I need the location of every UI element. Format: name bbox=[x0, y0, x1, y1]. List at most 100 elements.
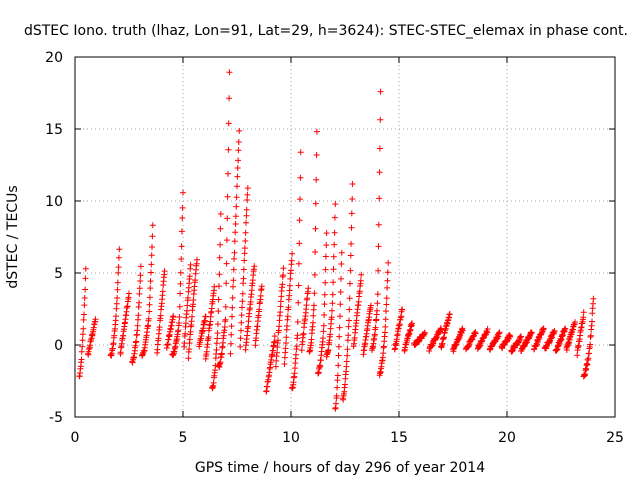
data-point bbox=[136, 299, 143, 306]
data-point bbox=[330, 279, 337, 286]
data-point bbox=[374, 307, 380, 314]
data-point bbox=[80, 325, 87, 332]
data-point bbox=[377, 88, 384, 95]
data-point bbox=[335, 343, 342, 350]
data-point bbox=[280, 265, 287, 272]
data-point bbox=[178, 228, 185, 235]
data-point bbox=[383, 308, 389, 315]
data-point bbox=[258, 283, 265, 290]
data-point bbox=[81, 311, 87, 318]
data-point bbox=[374, 300, 381, 307]
data-point bbox=[332, 201, 339, 208]
data-point bbox=[136, 290, 143, 297]
data-point bbox=[182, 320, 189, 327]
data-point bbox=[244, 191, 251, 198]
data-point bbox=[272, 363, 279, 370]
data-point bbox=[282, 345, 289, 352]
data-point bbox=[242, 229, 249, 236]
data-point bbox=[82, 286, 89, 293]
y-tick-label: 10 bbox=[45, 194, 63, 210]
data-point bbox=[337, 289, 344, 295]
data-point bbox=[383, 301, 390, 308]
data-point bbox=[205, 334, 212, 340]
data-point bbox=[372, 324, 379, 331]
data-point bbox=[295, 260, 302, 267]
data-point bbox=[229, 313, 235, 320]
data-point bbox=[289, 250, 296, 257]
data-point bbox=[187, 328, 194, 335]
data-point bbox=[133, 338, 140, 345]
data-point bbox=[295, 282, 302, 289]
data-point bbox=[284, 313, 291, 320]
data-point bbox=[276, 323, 283, 330]
data-point bbox=[233, 203, 240, 210]
data-point bbox=[376, 145, 383, 152]
data-point bbox=[217, 241, 224, 248]
data-point bbox=[321, 291, 328, 298]
data-point bbox=[214, 321, 221, 328]
data-point bbox=[243, 206, 250, 213]
data-point bbox=[283, 334, 290, 341]
data-point bbox=[374, 291, 381, 298]
data-point bbox=[254, 323, 261, 330]
data-point bbox=[239, 290, 246, 297]
data-point bbox=[336, 324, 343, 331]
data-point bbox=[149, 233, 156, 240]
data-point bbox=[190, 297, 197, 303]
data-point bbox=[337, 313, 343, 320]
axis-ticks: 0 5 10 15 20 25 -5 0 5 10 15 20 bbox=[45, 50, 624, 446]
data-point bbox=[310, 319, 316, 326]
data-point bbox=[310, 312, 317, 319]
data-point bbox=[236, 127, 243, 134]
data-point bbox=[241, 257, 248, 264]
data-point bbox=[192, 277, 199, 284]
data-point bbox=[327, 331, 334, 338]
data-point bbox=[218, 350, 225, 357]
data-point bbox=[275, 337, 281, 344]
data-point bbox=[224, 215, 231, 222]
data-point bbox=[180, 189, 186, 196]
data-point bbox=[321, 301, 328, 308]
data-point bbox=[330, 253, 337, 260]
data-point bbox=[375, 243, 382, 250]
data-point bbox=[334, 372, 341, 379]
data-point bbox=[293, 351, 299, 358]
data-point bbox=[308, 336, 315, 343]
data-point bbox=[137, 263, 144, 270]
data-point bbox=[78, 356, 85, 363]
data-point bbox=[459, 327, 466, 334]
data-point bbox=[147, 278, 154, 285]
data-point bbox=[227, 350, 234, 357]
y-tick-label: 20 bbox=[45, 50, 63, 66]
data-point bbox=[280, 272, 287, 279]
data-point bbox=[345, 332, 352, 339]
data-point bbox=[329, 291, 336, 298]
data-point bbox=[383, 295, 390, 302]
data-point bbox=[185, 355, 192, 362]
data-point bbox=[241, 250, 248, 257]
data-point bbox=[80, 316, 87, 323]
data-point bbox=[235, 147, 242, 154]
data-point bbox=[312, 225, 319, 232]
x-tick-label: 25 bbox=[606, 430, 624, 446]
data-point bbox=[349, 196, 356, 202]
data-point bbox=[313, 128, 320, 135]
data-point bbox=[110, 340, 117, 347]
data-point bbox=[346, 317, 352, 324]
data-point bbox=[228, 323, 235, 330]
data-point bbox=[336, 333, 343, 340]
data-point bbox=[286, 282, 293, 289]
data-point bbox=[349, 181, 356, 187]
data-point bbox=[305, 285, 312, 292]
data-point bbox=[312, 200, 319, 207]
data-point bbox=[114, 295, 121, 301]
data-point bbox=[343, 363, 350, 370]
data-point bbox=[245, 323, 252, 330]
data-point bbox=[237, 335, 244, 342]
grid-lines bbox=[75, 57, 615, 417]
data-point bbox=[288, 267, 294, 274]
data-point bbox=[376, 169, 383, 176]
data-point bbox=[291, 370, 298, 377]
data-point bbox=[540, 325, 547, 332]
